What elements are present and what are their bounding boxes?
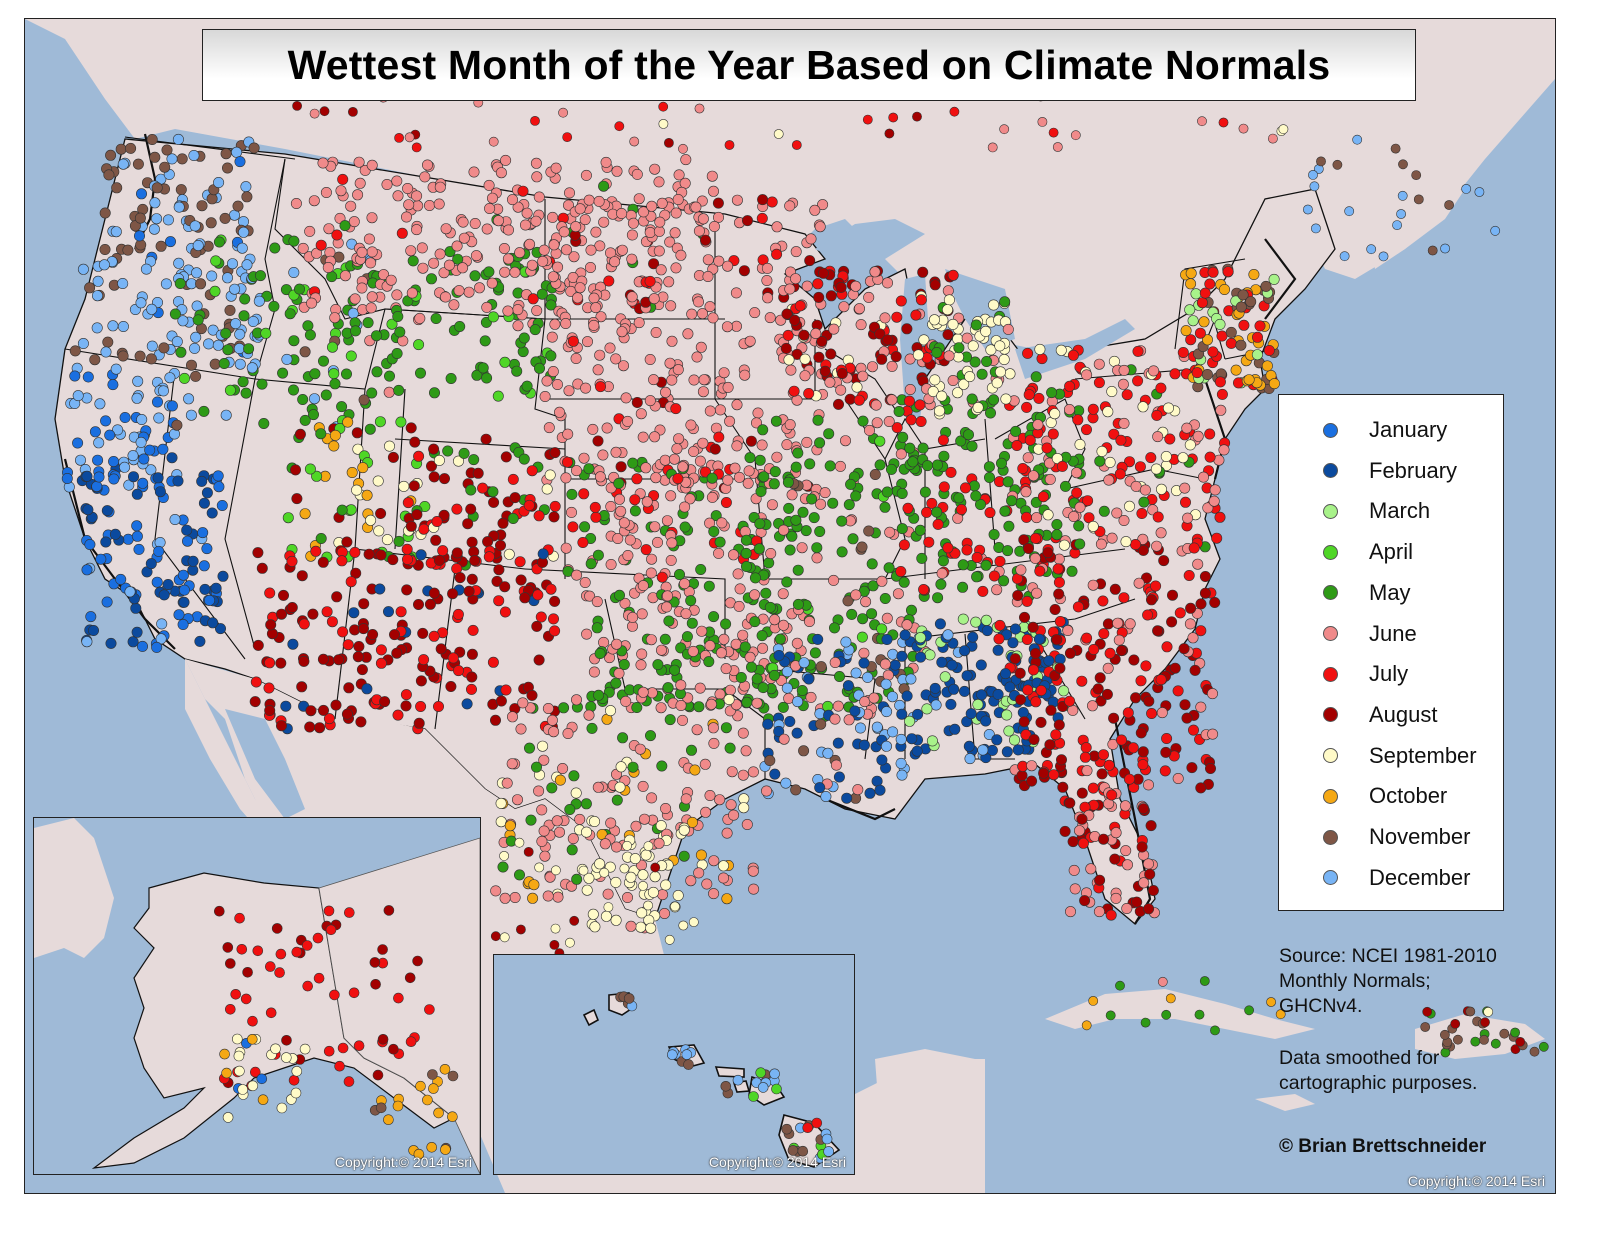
legend-swatch-icon <box>1323 422 1338 438</box>
cuba-land <box>1045 989 1315 1039</box>
hawaii-copyright: Copyright:© 2014 Esri <box>708 1154 846 1170</box>
legend-swatch-icon <box>1323 707 1338 723</box>
source-note: Source: NCEI 1981-2010 Monthly Normals; … <box>1279 945 1497 1017</box>
legend-label: June <box>1369 620 1417 646</box>
hawaii-inset[interactable]: Copyright:© 2014 Esri <box>493 954 855 1175</box>
main-map[interactable] <box>25 19 1555 1193</box>
author-credit: © Brian Brettschneider <box>1279 1136 1487 1157</box>
map-frame: Wettest Month of the Year Based on Clima… <box>24 18 1556 1194</box>
legend-label: December <box>1369 864 1471 890</box>
legend-swatch-icon <box>1323 788 1338 804</box>
molokai-land <box>714 1066 745 1078</box>
legend-swatch-icon <box>1323 585 1338 601</box>
legend-label: October <box>1369 783 1448 809</box>
lake-superior <box>815 219 925 264</box>
jamaica-land <box>1255 1094 1315 1111</box>
legend-label: February <box>1369 457 1458 483</box>
canada-land <box>25 19 1555 349</box>
station-dots <box>61 34 1549 1058</box>
alaska-map <box>34 818 480 1174</box>
mexico-land <box>185 659 985 1193</box>
legend: January February March April May June July Augu… <box>1278 394 1504 911</box>
siberia-land <box>34 818 114 958</box>
legend-label: August <box>1369 701 1438 727</box>
legend-label: March <box>1369 498 1431 524</box>
yucatan-land <box>875 1049 985 1193</box>
alaska-copyright: Copyright:© 2014 Esri <box>334 1154 472 1170</box>
smoothing-note: Data smoothed for cartographic purposes. <box>1279 1047 1478 1094</box>
hawaii-map <box>582 991 841 1168</box>
legend-swatch-icon <box>1323 666 1338 682</box>
alaska-station-dots <box>214 905 459 1160</box>
niihau-land <box>582 1008 600 1027</box>
nova-scotia-land <box>1365 189 1465 269</box>
legend-label: July <box>1369 661 1409 687</box>
legend-swatch-icon <box>1323 503 1338 519</box>
map-title: Wettest Month of the Year Based on Clima… <box>287 41 1331 88</box>
main-copyright: Copyright:© 2014 Esri <box>1407 1173 1545 1189</box>
lake-huron <box>945 269 1015 349</box>
gulf-of-california <box>225 709 305 819</box>
title-box: Wettest Month of the Year Based on Clima… <box>202 29 1416 101</box>
legend-swatch-icon <box>1323 748 1338 764</box>
legend-swatch-icon <box>1323 829 1338 845</box>
alaska-inset[interactable]: Copyright:© 2014 Esri <box>33 817 481 1175</box>
hawaii-station-dots <box>615 991 835 1164</box>
legend-label: April <box>1369 539 1414 565</box>
canada-yukon-land <box>318 837 480 1174</box>
legend-label: January <box>1369 417 1448 442</box>
legend-swatch-icon <box>1323 463 1338 479</box>
legend-swatch-icon <box>1323 626 1338 641</box>
legend-swatch-icon <box>1323 544 1338 560</box>
legend-label: September <box>1369 742 1477 768</box>
legend-label: November <box>1369 824 1471 849</box>
legend-swatch-icon <box>1323 870 1338 886</box>
legend-label: May <box>1369 579 1411 605</box>
